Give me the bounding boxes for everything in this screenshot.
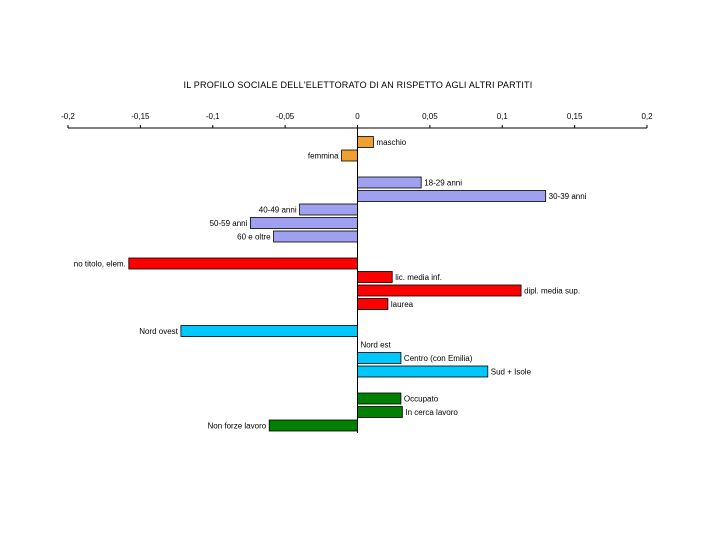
x-tick-label: -0,05 [276, 112, 295, 121]
bar-label: 60 e oltre [237, 233, 271, 242]
bar-label: 50-59 anni [210, 219, 248, 228]
bar-label: Centro (con Emilia) [404, 354, 473, 363]
x-tick-label: -0,1 [206, 112, 220, 121]
bar-label: Nord ovest [139, 327, 178, 336]
bar [180, 325, 358, 337]
bar [341, 149, 358, 162]
bar [357, 271, 393, 283]
bar [357, 365, 489, 378]
x-tick-label: 0,15 [567, 112, 583, 121]
bar [128, 257, 358, 270]
bar-label: 40-49 anni [259, 206, 297, 215]
bar-label: laurea [391, 300, 414, 309]
bar [357, 298, 389, 310]
bar-label: Nord est [361, 341, 392, 350]
bar-label: lic. media inf. [395, 273, 442, 282]
x-tick-label: -0,15 [131, 112, 150, 121]
bar [268, 419, 358, 432]
bar [357, 352, 402, 364]
bar [357, 392, 402, 405]
bar-label: femmina [308, 152, 339, 161]
x-tick-label: 0,05 [422, 112, 438, 121]
bar-label: 30-39 anni [549, 192, 587, 201]
chart-title: IL PROFILO SOCIALE DELL'ELETTORATO DI AN… [183, 80, 533, 90]
bar-label: Non forze lavoro [207, 422, 266, 431]
bar-label: no titolo, elem. [74, 260, 126, 269]
bar-label: maschio [376, 138, 406, 147]
bar-label: 18-29 anni [424, 179, 462, 188]
bar [357, 190, 547, 202]
bar [357, 136, 374, 148]
bar-label: dipl. media sup. [524, 287, 580, 296]
bar-label: In cerca lavoro [405, 408, 458, 417]
bar [357, 284, 522, 297]
bar [249, 217, 358, 229]
bar-label: Occupato [404, 395, 439, 404]
bar [357, 406, 403, 418]
bar [299, 203, 358, 216]
bar [357, 176, 422, 189]
x-tick-label: 0,1 [497, 112, 509, 121]
x-tick-label: 0,2 [641, 112, 653, 121]
bar-label: Sud + Isole [491, 368, 532, 377]
x-tick-label: 0 [355, 112, 360, 121]
bar [273, 230, 358, 243]
x-tick-label: -0,2 [61, 112, 75, 121]
